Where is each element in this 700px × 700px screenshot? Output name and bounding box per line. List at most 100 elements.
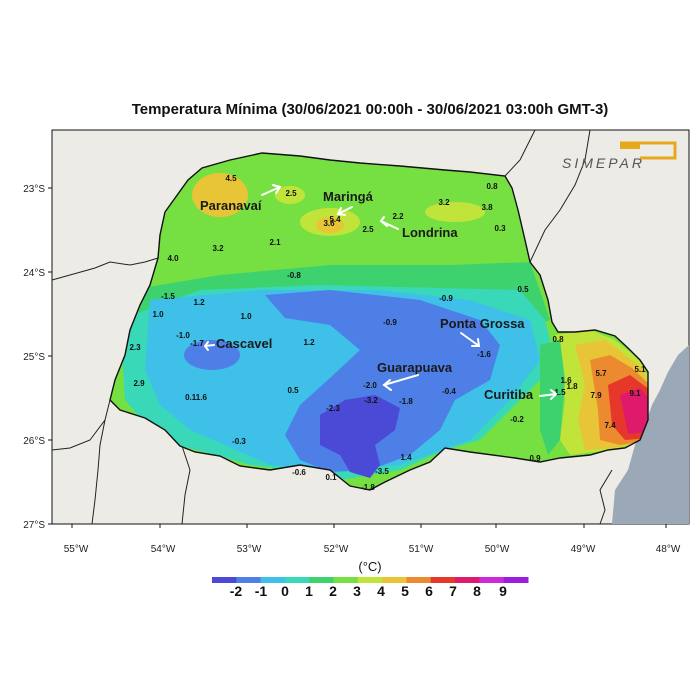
legend-colorbar	[212, 577, 529, 583]
station-value: 4.5	[225, 174, 237, 183]
city-label-ponta-grossa: Ponta Grossa	[440, 316, 525, 331]
city-arrows	[203, 184, 558, 400]
city-label-cascavel: Cascavel	[216, 336, 272, 351]
station-value: 1.0	[240, 312, 252, 321]
legend-swatch	[260, 577, 286, 583]
station-value: 0.8	[486, 182, 498, 191]
station-value: -1.5	[161, 292, 175, 301]
x-tick-label: 52°W	[324, 544, 349, 555]
station-value: 1.8	[566, 382, 578, 391]
parana-border	[109, 152, 649, 491]
station-value: 0.11.6	[185, 393, 207, 402]
x-tick-label: 54°W	[151, 544, 176, 555]
station-value: 3.2	[438, 198, 450, 207]
station-value: 1.6	[560, 376, 572, 385]
station-value: 0.9	[529, 454, 541, 463]
legend-swatch	[357, 577, 383, 583]
station-value: 2.5	[362, 225, 374, 234]
station-value: 4.0	[167, 254, 179, 263]
legend-swatch	[236, 577, 262, 583]
y-tick-label: 27°S	[23, 520, 45, 531]
legend-label: -2	[230, 583, 243, 599]
legend-swatch	[333, 577, 359, 583]
legend-swatch	[284, 577, 310, 583]
legend-label: 0	[281, 583, 289, 599]
legend-swatch	[309, 577, 335, 583]
legend-label: 6	[425, 583, 433, 599]
legend-label: 7	[449, 583, 457, 599]
station-value: -0.2	[510, 415, 524, 424]
station-value: -3.2	[364, 396, 378, 405]
x-tick-label: 50°W	[485, 544, 510, 555]
simepar-logo: SIMEPAR	[562, 141, 677, 171]
station-value: -0.9	[439, 294, 453, 303]
station-value: -1.8	[361, 483, 375, 492]
station-value: -1.8	[399, 397, 413, 406]
station-value: -1.7	[190, 339, 204, 348]
arrow-icon	[203, 341, 215, 351]
arrow-icon	[539, 389, 558, 400]
station-value: 0.5	[287, 386, 299, 395]
city-label-guarapuava: Guarapuava	[377, 360, 453, 375]
legend-label: 4	[377, 583, 385, 599]
station-value: -3.5	[375, 467, 389, 476]
legend-label: 2	[329, 583, 337, 599]
station-value: 1.4	[400, 453, 412, 462]
station-value: 1.2	[193, 298, 205, 307]
logo-text: SIMEPAR	[562, 155, 645, 171]
legend-label: -1	[255, 583, 268, 599]
station-value: 2.5	[285, 189, 297, 198]
legend-label: 9	[499, 583, 507, 599]
station-values: 4.5 2.5 5.4 3.6 2.2 3.2 3.8 0.8 0.3 2.5 …	[129, 174, 646, 492]
y-tick-label: 25°S	[23, 352, 45, 363]
ocean	[612, 345, 689, 524]
x-tick-label: 51°W	[409, 544, 434, 555]
station-value: 1.5	[554, 388, 566, 397]
legend-labels: -2 -1 0 1 2 3 4 5 6 7 8 9	[230, 583, 507, 599]
station-value: 3.2	[212, 244, 224, 253]
map-title: Temperatura Mínima (30/06/2021 00:00h - …	[131, 101, 609, 118]
station-value: 7.4	[604, 421, 616, 430]
city-labels: Paranavaí Maringá Londrina Cascavel Pont…	[200, 189, 534, 402]
x-tick-label: 55°W	[64, 544, 89, 555]
station-value: 0.1	[325, 473, 337, 482]
legend-swatch	[406, 577, 432, 583]
y-tick-label: 26°S	[23, 436, 45, 447]
station-value: -1.0	[176, 331, 190, 340]
city-label-maringa: Maringá	[323, 189, 374, 204]
station-value: 1.0	[152, 310, 164, 319]
x-axis-ticks: 55°W 54°W 53°W 52°W 51°W 50°W 49°W 48°W	[64, 524, 681, 555]
arrow-icon	[261, 184, 282, 196]
station-value: -2.0	[363, 381, 377, 390]
station-value: 3.8	[481, 203, 493, 212]
station-value: 0.3	[494, 224, 506, 233]
x-tick-label: 53°W	[237, 544, 262, 555]
y-tick-label: 24°S	[23, 268, 45, 279]
x-tick-label: 48°W	[656, 544, 681, 555]
legend-swatch	[479, 577, 505, 583]
y-tick-label: 23°S	[23, 184, 45, 195]
legend-swatch	[212, 577, 237, 583]
station-value: 0.5	[517, 285, 529, 294]
station-value: -0.4	[442, 387, 456, 396]
station-value: 5.1	[634, 365, 646, 374]
city-label-paranavai: Paranavaí	[200, 198, 262, 213]
station-value: -2.3	[326, 404, 340, 413]
legend-unit: (°C)	[358, 559, 382, 574]
station-value: 2.9	[133, 379, 145, 388]
arrow-icon	[460, 332, 481, 347]
station-value: 0.8	[552, 335, 564, 344]
legend-label: 5	[401, 583, 409, 599]
legend-swatch	[503, 577, 529, 583]
station-value: -0.9	[383, 318, 397, 327]
city-label-londrina: Londrina	[402, 225, 458, 240]
station-value: -0.6	[292, 468, 306, 477]
legend-label: 8	[473, 583, 481, 599]
station-value: 7.9	[590, 391, 602, 400]
x-tick-label: 49°W	[571, 544, 596, 555]
legend-label: 1	[305, 583, 313, 599]
y-axis-ticks: 23°S 24°S 25°S 26°S 27°S	[23, 184, 52, 531]
station-value: 5.7	[595, 369, 607, 378]
station-value: 1.2	[303, 338, 315, 347]
